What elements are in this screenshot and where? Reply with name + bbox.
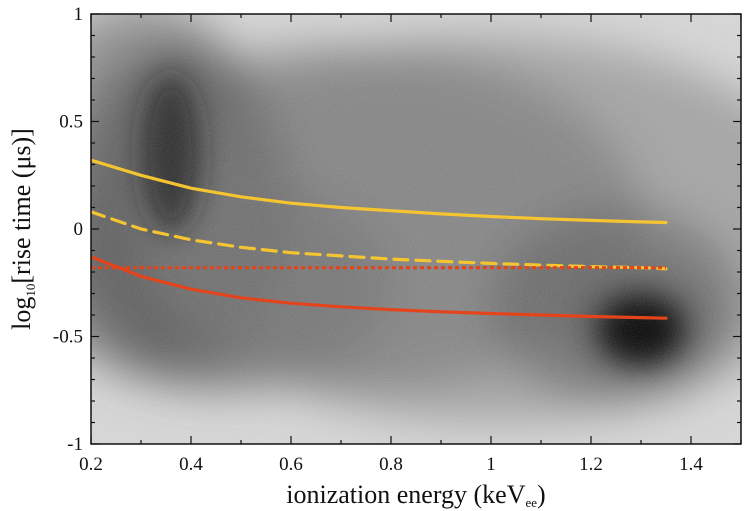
x-axis-title-close: ) (537, 480, 546, 509)
x-axis-title-sub: ee (526, 495, 538, 510)
y-tick-label: 0 (74, 219, 84, 240)
x-tick-label: 0.6 (279, 454, 303, 475)
density-grain (91, 14, 741, 444)
x-tick-label: 0.8 (379, 454, 403, 475)
x-axis-title: ionization energy (keVee) (286, 480, 545, 510)
y-axis-title-sub: 10 (23, 284, 38, 297)
x-tick-label: 0.2 (79, 454, 103, 475)
tick-labels: 0.2 0.4 0.6 0.8 1 1.2 1.4 1 0.5 0 -0.5 -1 (53, 4, 703, 475)
x-axis-title-main: ionization energy (keV (286, 480, 525, 509)
y-tick-label: 1 (74, 4, 84, 25)
y-tick-label: 0.5 (59, 112, 83, 133)
y-tick-label: -0.5 (53, 327, 83, 348)
y-axis-title: log10[rise time (μs)] (7, 128, 38, 330)
density-map (91, 14, 741, 444)
series-line-upper-solid (91, 158, 668, 225)
y-tick-label: -1 (67, 434, 83, 455)
series-line-lower-solid (91, 255, 668, 320)
x-tick-label: 0.4 (179, 454, 203, 475)
axis-ticks (90, 13, 742, 445)
x-tick-label: 1.4 (679, 454, 703, 475)
x-tick-label: 1 (486, 454, 496, 475)
series-group (91, 158, 668, 320)
y-axis-title-log: log (7, 297, 36, 330)
y-axis-title-rest: [rise time (μs)] (7, 128, 36, 283)
x-tick-label: 1.2 (579, 454, 603, 475)
